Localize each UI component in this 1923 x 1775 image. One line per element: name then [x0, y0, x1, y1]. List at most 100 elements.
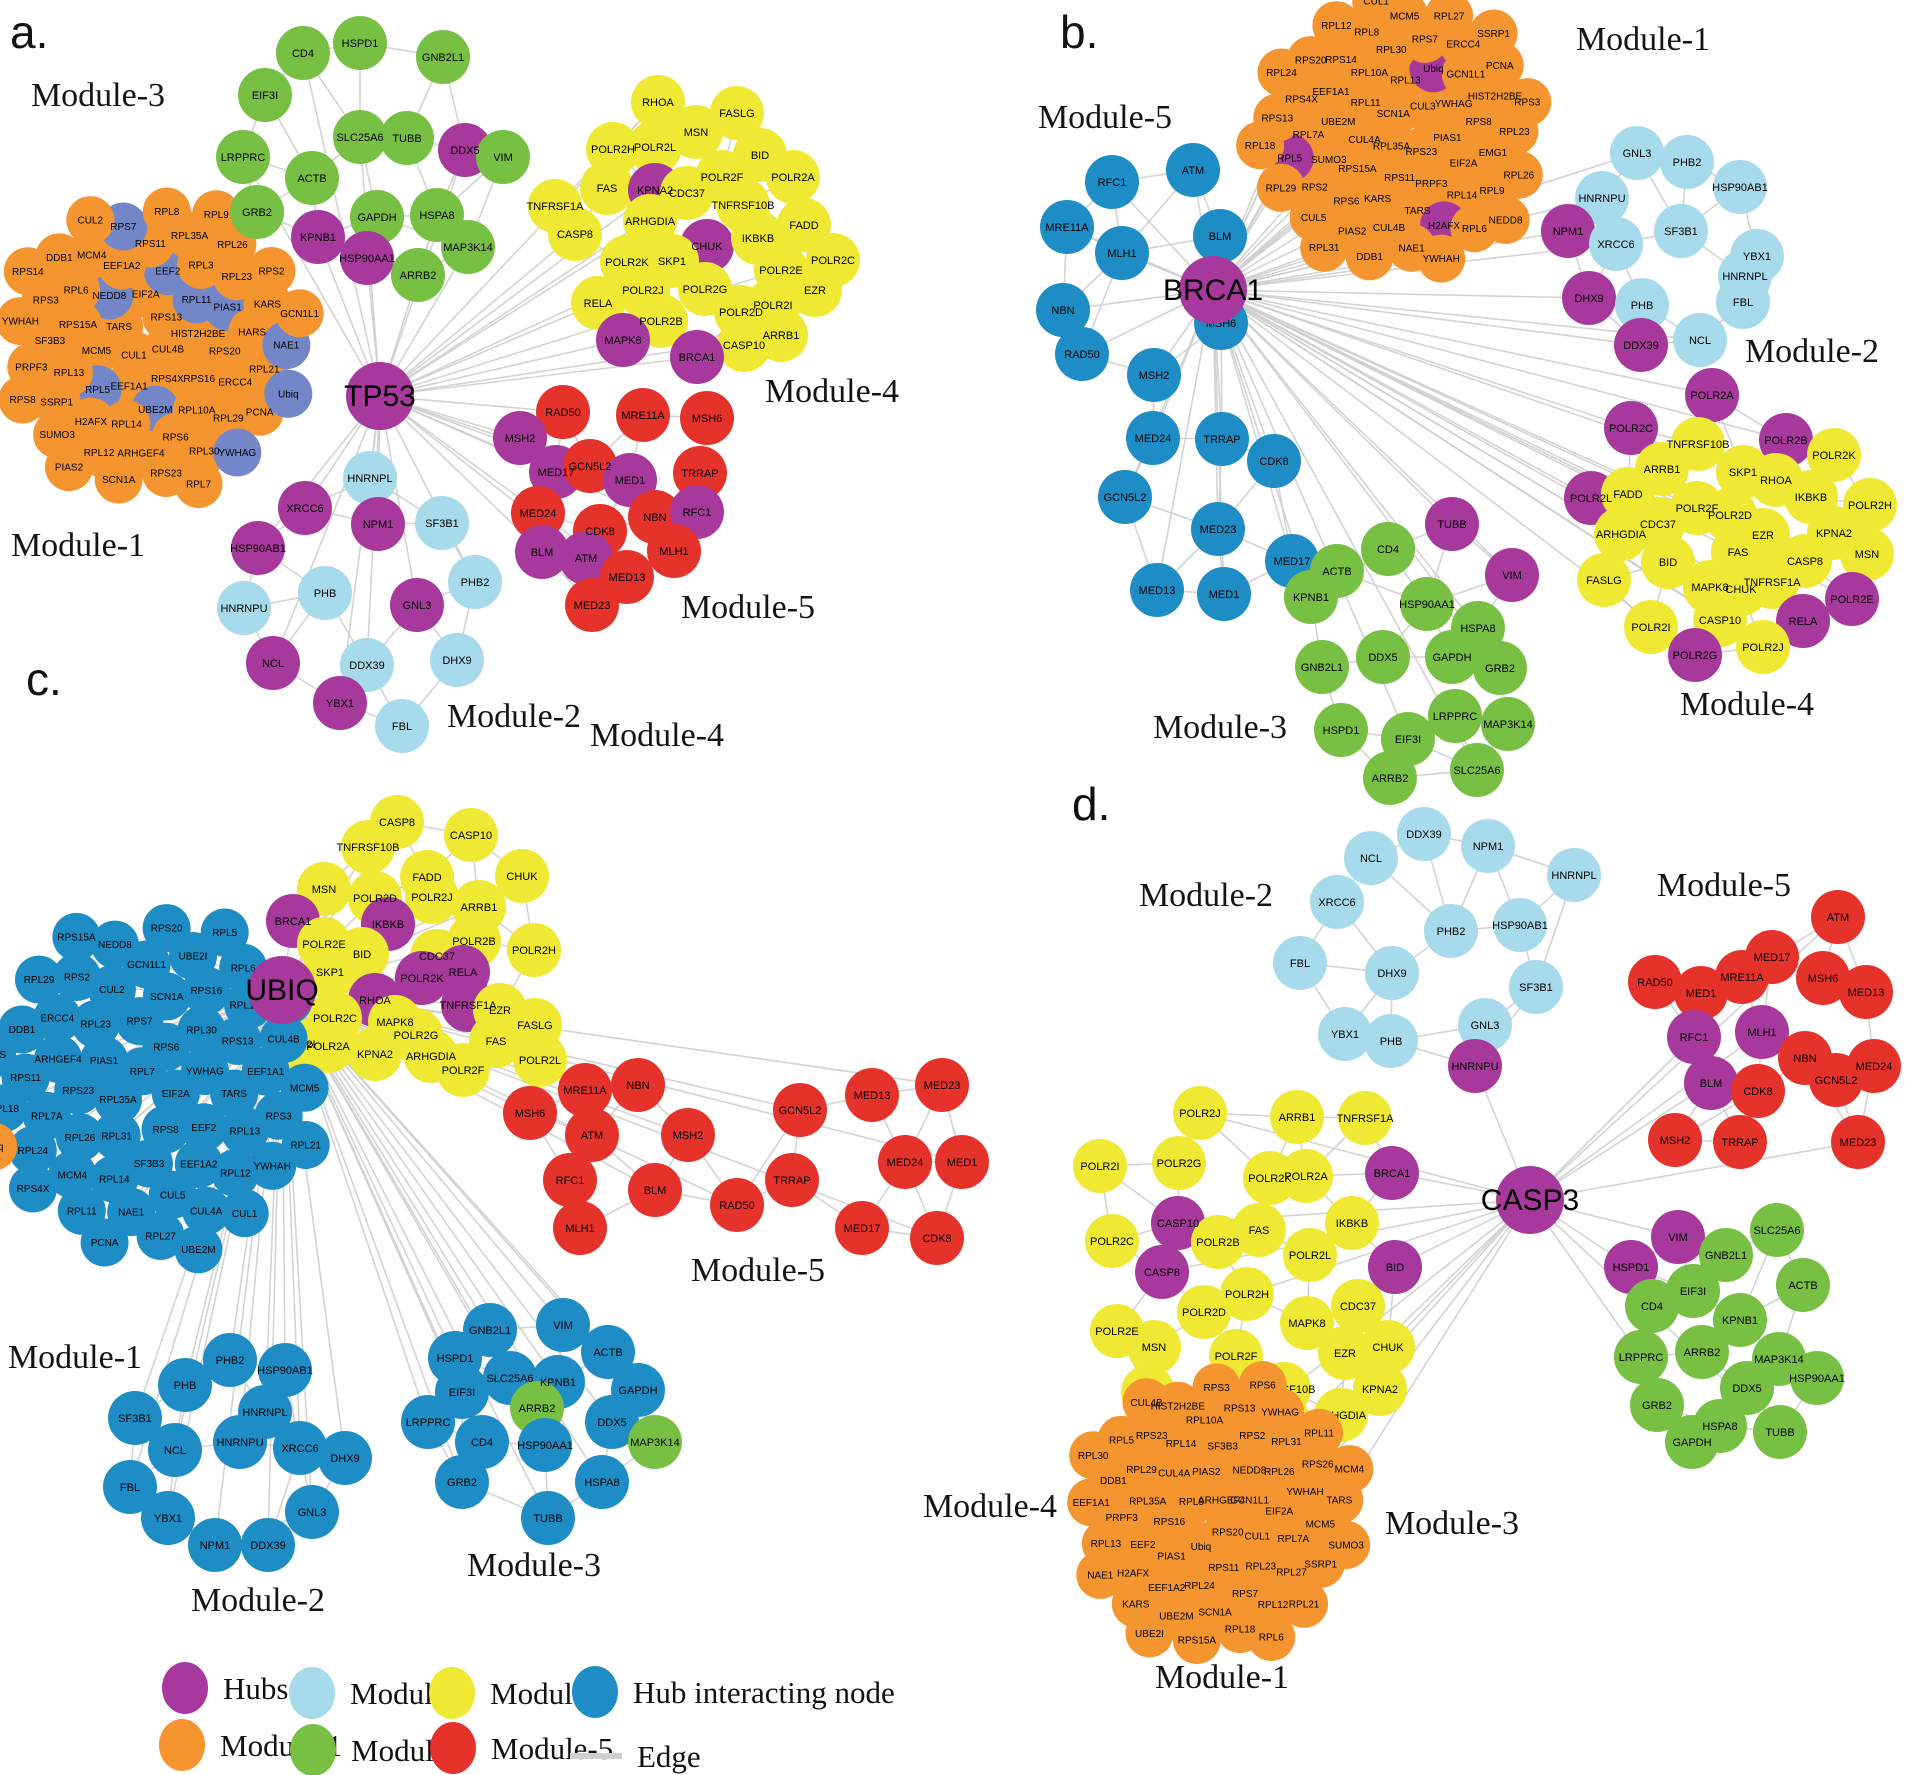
node-RPL29[interactable]	[15, 955, 63, 1004]
node-FASLG[interactable]	[1577, 553, 1631, 607]
node-NBN[interactable]	[611, 1058, 665, 1112]
node-POLR2K[interactable]	[1807, 428, 1861, 482]
node-GNB2L1[interactable]	[1699, 1228, 1753, 1282]
node-CUL4A[interactable]	[182, 1186, 231, 1235]
node-CUL4B[interactable]	[1122, 1378, 1171, 1427]
node-POLR2I[interactable]	[1073, 1139, 1127, 1193]
node-KPNB1[interactable]	[1284, 570, 1338, 624]
node-CUL1[interactable]	[1352, 0, 1401, 25]
node-RPS2[interactable]	[247, 247, 296, 295]
node-CD4[interactable]	[276, 26, 330, 80]
node-TRRAP[interactable]	[673, 446, 727, 500]
node-MSH6[interactable]	[503, 1086, 557, 1140]
node-GCN5L2[interactable]	[1098, 470, 1152, 524]
node-VIM[interactable]	[1485, 548, 1539, 602]
node-MSH2[interactable]	[1648, 1113, 1702, 1167]
node-DDX5[interactable]	[1720, 1361, 1774, 1415]
node-MCM4[interactable]	[1325, 1445, 1374, 1494]
node-NCL[interactable]	[1344, 831, 1398, 885]
node-MAP3K14[interactable]	[441, 220, 495, 274]
node-FASLG[interactable]	[710, 86, 764, 140]
node-CASP8[interactable]	[1135, 1245, 1189, 1299]
node-RPL29[interactable]	[1256, 163, 1305, 212]
node-SLC25A6[interactable]	[333, 110, 387, 164]
node-CDK8[interactable]	[1247, 434, 1301, 488]
node-POLR2L[interactable]	[628, 120, 682, 174]
node-KPNA2[interactable]	[1353, 1362, 1407, 1416]
node-FBL[interactable]	[1273, 936, 1327, 990]
node-HNRNPU[interactable]	[1448, 1039, 1502, 1093]
node-BRCA1[interactable]	[670, 330, 724, 384]
node-MSN[interactable]	[1840, 527, 1894, 581]
node-YWHAH[interactable]	[0, 297, 45, 346]
node-POLR2C[interactable]	[1085, 1214, 1139, 1268]
node-EEF2[interactable]	[179, 1103, 228, 1152]
node-Ubiq[interactable]	[0, 1123, 18, 1171]
node-MSH6[interactable]	[680, 391, 734, 445]
node-CHUK[interactable]	[495, 849, 549, 903]
node-SUMO3[interactable]	[1322, 1520, 1371, 1569]
node-GNB2L1[interactable]	[1295, 640, 1349, 694]
node-POLR2K[interactable]	[395, 951, 449, 1005]
node-MED1[interactable]	[1197, 567, 1251, 621]
node-CDK8[interactable]	[1731, 1064, 1785, 1118]
node-GNL3[interactable]	[390, 578, 444, 632]
node-HSP90AB1[interactable]	[1713, 160, 1767, 214]
node-RAD50[interactable]	[1628, 955, 1682, 1009]
node-HSP90AA1[interactable]	[1790, 1351, 1844, 1405]
node-RPL24[interactable]	[8, 1126, 57, 1175]
node-HSP90AA1[interactable]	[518, 1418, 572, 1472]
node-MED23[interactable]	[1831, 1115, 1885, 1169]
node-NCL[interactable]	[148, 1423, 202, 1477]
node-TUBB[interactable]	[1753, 1405, 1807, 1459]
node-PHB[interactable]	[158, 1358, 212, 1412]
node-DDX39[interactable]	[1614, 318, 1668, 372]
node-RFC1[interactable]	[1667, 1010, 1721, 1064]
node-POLR2L[interactable]	[513, 1033, 567, 1087]
node-MED1[interactable]	[1674, 966, 1728, 1020]
node-ATM[interactable]	[565, 1108, 619, 1162]
node-UBE2M[interactable]	[174, 1225, 223, 1274]
node-RPS15A[interactable]	[1172, 1616, 1221, 1664]
node-IKBKB[interactable]	[1325, 1196, 1379, 1250]
node-RFC1[interactable]	[670, 485, 724, 539]
node-KPNB1[interactable]	[1713, 1293, 1767, 1347]
node-RPL27[interactable]	[1425, 0, 1474, 40]
node-ACTB[interactable]	[1776, 1258, 1830, 1312]
node-DDX39[interactable]	[340, 638, 394, 692]
node-DHX9[interactable]	[318, 1431, 372, 1485]
node-DDX5[interactable]	[1356, 630, 1410, 684]
node-POLR2C[interactable]	[1604, 401, 1658, 455]
node-PHB[interactable]	[1364, 1014, 1418, 1068]
node-MRE11A[interactable]	[558, 1063, 612, 1117]
node-ARRB2[interactable]	[1675, 1325, 1729, 1379]
node-MED24[interactable]	[511, 486, 565, 540]
node-GCN1L1[interactable]	[275, 289, 324, 338]
node-MRE11A[interactable]	[1715, 950, 1769, 1004]
node-CDC37[interactable]	[1331, 1279, 1385, 1333]
node-RPS20[interactable]	[142, 904, 191, 953]
node-GAPDH[interactable]	[350, 190, 404, 244]
node-KPNA2[interactable]	[348, 1027, 402, 1081]
node-RPS8[interactable]	[0, 375, 47, 424]
node-MLH1[interactable]	[553, 1201, 607, 1255]
node-CD4[interactable]	[455, 1415, 509, 1469]
node-CASP10[interactable]	[1151, 1196, 1205, 1250]
node-VIM[interactable]	[1651, 1210, 1705, 1264]
node-FAS[interactable]	[580, 161, 634, 215]
node-POLR2A[interactable]	[766, 150, 820, 204]
node-RPL12[interactable]	[1312, 1, 1361, 50]
node-RPL11[interactable]	[1295, 1408, 1343, 1457]
node-DDX39[interactable]	[1397, 807, 1451, 861]
node-POLR2I[interactable]	[1624, 600, 1678, 654]
node-CUL2[interactable]	[66, 196, 115, 245]
node-RAD50[interactable]	[710, 1178, 764, 1232]
node-POLR2A[interactable]	[1685, 368, 1739, 422]
node-NEDD8[interactable]	[1481, 195, 1530, 244]
node-NEDD8[interactable]	[90, 920, 139, 969]
node-HSP90AB1[interactable]	[1493, 898, 1547, 952]
node-CUL1[interactable]	[220, 1189, 269, 1238]
node-ATM[interactable]	[559, 531, 613, 585]
node-BID[interactable]	[1641, 535, 1695, 589]
node-GNL3[interactable]	[285, 1485, 339, 1539]
